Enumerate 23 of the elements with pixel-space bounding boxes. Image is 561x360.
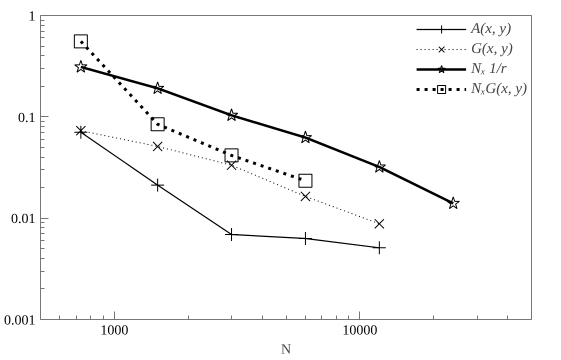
- point: [298, 174, 312, 188]
- point: [152, 141, 163, 152]
- x-tick-label: 10000: [342, 324, 378, 338]
- point: [150, 81, 164, 94]
- point: [150, 117, 165, 132]
- y-tick-label: 0.01: [11, 212, 36, 228]
- y-tick-label: 0.1: [18, 110, 36, 126]
- point: [372, 160, 386, 173]
- point: [300, 191, 311, 202]
- y-tick-label: 0.001: [4, 314, 36, 328]
- point: [226, 160, 237, 170]
- legend-label: NₓG(x, y): [471, 80, 527, 98]
- x-axis-title: N: [280, 342, 292, 358]
- legend-label: Nₓ 1/r: [471, 60, 507, 78]
- point: [374, 218, 384, 229]
- legend-label: A(x, y): [471, 20, 512, 38]
- y-tick-label: 1: [28, 10, 36, 24]
- point: [224, 148, 239, 162]
- legend-label: G(x, y): [471, 40, 513, 58]
- point: [298, 130, 312, 144]
- point: [446, 196, 460, 210]
- x-tick-label: 1000: [100, 324, 128, 338]
- point: [224, 108, 238, 122]
